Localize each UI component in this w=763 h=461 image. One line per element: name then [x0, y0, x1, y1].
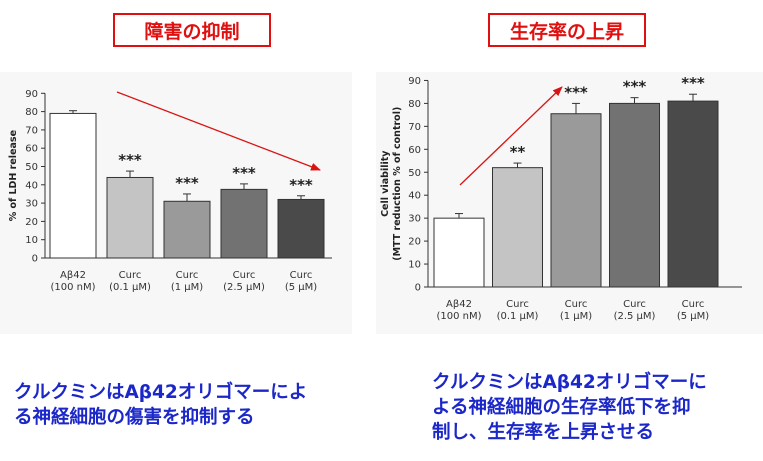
left-y-tick-label: 20: [25, 217, 38, 228]
right-bar: [492, 167, 543, 288]
left-bar: [49, 112, 97, 259]
right-caption-line-3: 制し、生存率を上昇させる: [432, 422, 655, 443]
left-trend-arrow: [116, 91, 321, 171]
right-y-tick-label: 30: [408, 214, 421, 225]
right-y-tick-label: 80: [408, 99, 421, 110]
left-y-tick-label: 0: [32, 254, 38, 265]
right-y-tick-label: 20: [408, 237, 421, 248]
right-y-tick-label: 40: [408, 191, 421, 202]
right-caption-line-1: クルクミンはAβ42オリゴマーに: [432, 372, 707, 393]
right-trend-arrow: [459, 86, 563, 186]
right-category-label: (100 nM): [436, 311, 481, 322]
right-y-tick-label: 90: [408, 76, 421, 87]
right-y-axis-label: (MTT reduction % of control): [392, 107, 403, 261]
left-category-label: Curc: [176, 270, 199, 281]
right-category-label: Curc: [623, 299, 646, 310]
right-significance-label: ***: [623, 78, 647, 96]
left-significance-label: ***: [289, 176, 313, 194]
left-category-label: (100 nM): [50, 282, 95, 293]
right-y-axis-label: Cell viability: [380, 150, 391, 217]
left-y-tick-label: 30: [25, 199, 38, 210]
left-category-label: (1 μM): [171, 282, 203, 293]
left-y-axis-label: % of LDH release: [8, 130, 19, 221]
left-bar: [106, 176, 154, 259]
left-caption-line-1: クルクミンはAβ42オリゴマーによ: [14, 382, 308, 403]
right-caption-line-2: よる神経細胞の生存率低下を抑: [432, 397, 691, 418]
left-significance-label: ***: [118, 151, 142, 169]
left-y-tick-label: 10: [25, 235, 38, 246]
right-category-label: (5 μM): [677, 311, 709, 322]
left-y-tick-label: 50: [25, 162, 38, 173]
left-category-label: (0.1 μM): [109, 282, 151, 293]
left-category-label: (5 μM): [285, 282, 317, 293]
left-y-tick-label: 80: [25, 107, 38, 118]
left-category-label: Curc: [119, 270, 142, 281]
right-category-label: (1 μM): [560, 311, 592, 322]
right-y-tick-label: 0: [415, 283, 421, 294]
left-y-tick-label: 90: [25, 89, 38, 100]
right-y-tick-label: 50: [408, 168, 421, 179]
right-category-label: Curc: [506, 299, 529, 310]
right-significance-label: ***: [681, 74, 705, 92]
right-bar: [433, 217, 485, 288]
right-chart: 0 10 20 30 40 50 60 70 80 90 Cell viability (MTT re…: [380, 74, 742, 322]
left-category-label: (2.5 μM): [223, 282, 265, 293]
left-category-label: Aβ42: [60, 270, 86, 281]
right-caption: クルクミンはAβ42オリゴマーに よる神経細胞の生存率低下を抑 制し、生存率を上…: [432, 370, 757, 445]
left-y-tick-label: 70: [25, 125, 38, 136]
right-category-label: Aβ42: [446, 299, 472, 310]
left-category-label: Curc: [290, 270, 313, 281]
right-category-label: Curc: [565, 299, 588, 310]
right-bar: [667, 100, 719, 288]
right-bar: [550, 113, 602, 288]
right-y-tick-label: 60: [408, 145, 421, 156]
right-significance-label: ***: [564, 83, 588, 101]
left-bar: [277, 198, 325, 259]
left-y-tick-label: 60: [25, 144, 38, 155]
left-y-tick-label: 40: [25, 180, 38, 191]
left-significance-label: ***: [232, 164, 256, 182]
left-bar: [163, 200, 211, 259]
left-significance-label: ***: [175, 174, 199, 192]
left-title: 障害の抑制: [113, 13, 271, 47]
right-y-tick-label: 10: [408, 260, 421, 271]
left-caption-line-2: る神経細胞の傷害を抑制する: [14, 407, 255, 428]
right-category-label: Curc: [682, 299, 705, 310]
left-caption: クルクミンはAβ42オリゴマーによ る神経細胞の傷害を抑制する: [14, 380, 344, 430]
left-category-label: Curc: [233, 270, 256, 281]
right-category-label: (2.5 μM): [614, 311, 656, 322]
right-category-label: (0.1 μM): [497, 311, 539, 322]
right-significance-label: **: [510, 143, 526, 161]
right-title: 生存率の上昇: [488, 13, 646, 47]
right-bar: [609, 102, 660, 288]
left-bar: [220, 188, 268, 259]
right-y-tick-label: 70: [408, 122, 421, 133]
